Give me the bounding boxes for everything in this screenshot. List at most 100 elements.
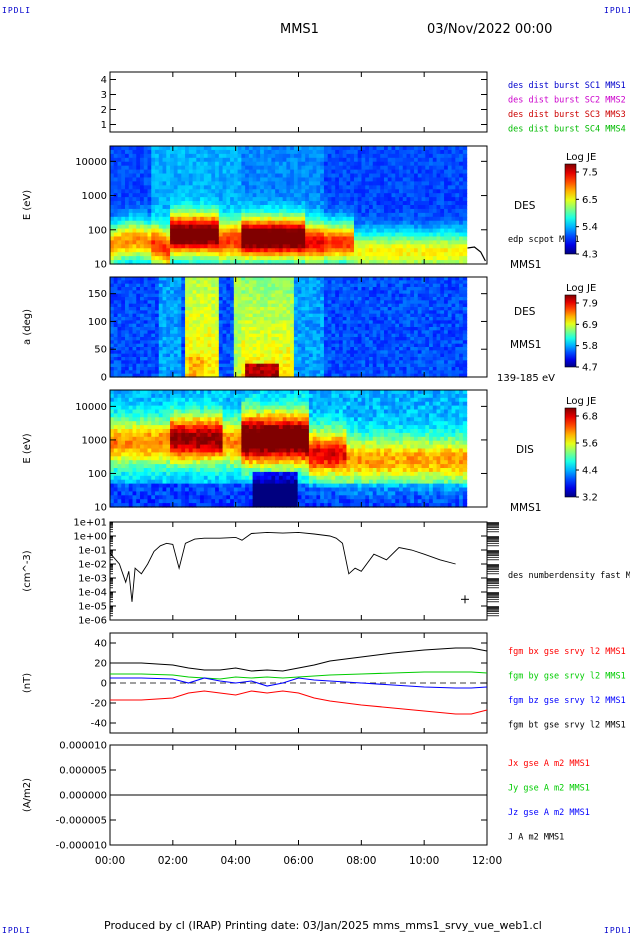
heatmap-cell [403,233,407,238]
heatmap-cell [204,181,208,186]
heatmap-cell [166,252,170,257]
heatmap-cell [440,252,444,257]
heatmap-cell [365,189,369,194]
heatmap-cell [437,225,441,230]
heatmap-cell [140,174,144,179]
heatmap-cell [320,170,324,175]
heatmap-cell [373,181,377,186]
heatmap-cell [459,236,463,241]
heatmap-cell [437,193,441,198]
heatmap-cell [215,229,219,234]
heatmap-cell [211,154,215,159]
heatmap-cell [178,185,182,190]
heatmap-cell [136,248,140,253]
heatmap-cell [410,177,414,182]
heatmap-cell [452,185,456,190]
heatmap-cell [429,197,433,202]
heatmap-cell [155,217,159,222]
heatmap-cell [178,146,182,151]
heatmap-cell [422,244,426,249]
heatmap-cell [193,217,197,222]
heatmap-cell [125,197,129,202]
heatmap-cell [125,244,129,249]
heatmap-cell [418,240,422,245]
heatmap-cell [331,154,335,159]
y-tick-label: 1 [101,120,107,131]
heatmap-cell [223,233,227,238]
heatmap-cell [181,197,185,202]
heatmap-cell [324,174,328,179]
heatmap-cell [275,181,279,186]
heatmap-cell [448,162,452,167]
heatmap-cell [377,209,381,214]
heatmap-cell [298,174,302,179]
heatmap-cell [253,189,257,194]
heatmap-cell [320,229,324,234]
heatmap-cell [410,209,414,214]
heatmap-cell [268,166,272,171]
heatmap-cell [354,189,358,194]
heatmap-cell [380,201,384,206]
heatmap-cell [174,158,178,163]
heatmap-cell [241,244,245,249]
heatmap-cell [148,197,152,202]
heatmap-cell [118,181,122,186]
heatmap-cell [196,189,200,194]
heatmap-cell [410,197,414,202]
heatmap-cell [459,177,463,182]
heatmap-cell [331,174,335,179]
heatmap-cell [343,225,347,230]
heatmap-cell [328,166,332,171]
heatmap-cell [301,154,305,159]
heatmap-cell [170,240,174,245]
heatmap-cell [301,166,305,171]
heatmap-cell [241,166,245,171]
heatmap-cell [380,205,384,210]
heatmap-cell [358,248,362,253]
heatmap-cell [448,252,452,257]
heatmap-cell [271,177,275,182]
heatmap-cell [185,181,189,186]
heatmap-cell [253,252,257,257]
heatmap-cell [155,189,159,194]
heatmap-cell [260,221,264,226]
heatmap-cell [133,229,137,234]
heatmap-cell [174,209,178,214]
heatmap-cell [343,193,347,198]
heatmap-cell [223,185,227,190]
heatmap-cell [384,248,388,253]
heatmap-cell [114,244,118,249]
heatmap-cell [324,166,328,171]
heatmap-cell [350,201,354,206]
heatmap-cell [459,189,463,194]
heatmap-cell [301,170,305,175]
heatmap-cell [392,197,396,202]
heatmap-cell [230,252,234,257]
heatmap-cell [125,181,129,186]
heatmap-cell [163,158,167,163]
heatmap-cell [309,229,313,234]
heatmap-cell [346,201,350,206]
heatmap-cell [159,170,163,175]
heatmap-cell [219,233,223,238]
heatmap-cell [380,217,384,222]
heatmap-cell [365,154,369,159]
heatmap-cell [245,201,249,206]
heatmap-cell [444,197,448,202]
heatmap-cell [290,162,294,167]
heatmap-cell [455,252,459,257]
heatmap-cell [174,229,178,234]
heatmap-cell [159,236,163,241]
heatmap-cell [331,177,335,182]
heatmap-cell [373,154,377,159]
heatmap-cell [178,154,182,159]
heatmap-cell [361,225,365,230]
heatmap-cell [283,154,287,159]
heatmap-cell [313,256,317,261]
heatmap-cell [324,189,328,194]
heatmap-cell [403,213,407,218]
heatmap-cell [133,209,137,214]
heatmap-cell [208,252,212,257]
heatmap-cell [380,229,384,234]
heatmap-cell [313,170,317,175]
